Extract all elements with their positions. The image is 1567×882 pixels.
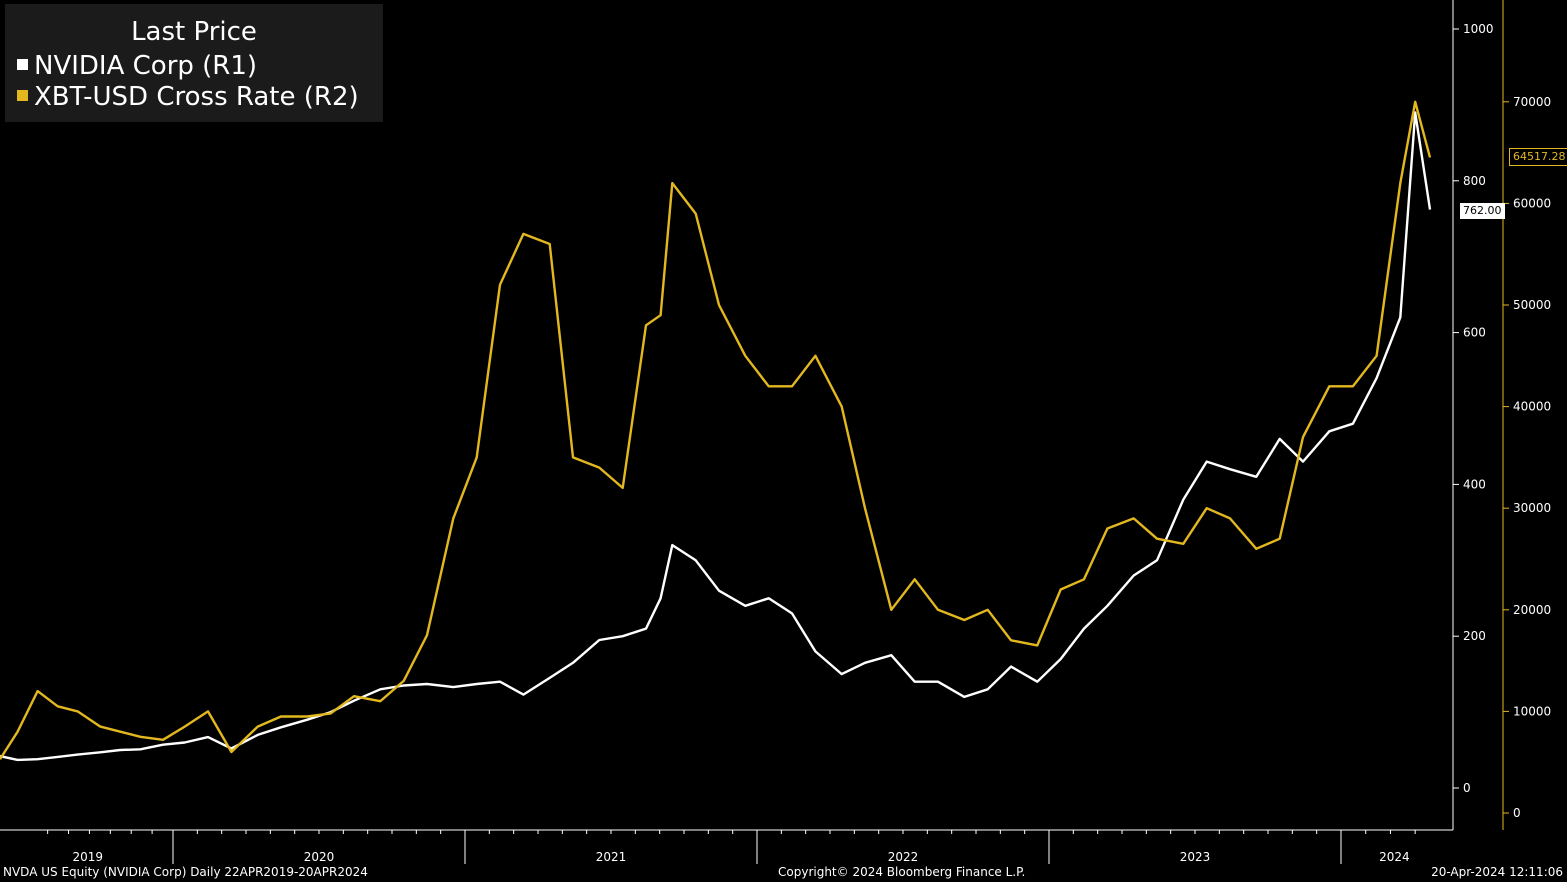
r2-tick-label: 70000 [1513, 95, 1551, 109]
nvda-series-line [0, 111, 1432, 762]
white-square-icon [17, 59, 28, 70]
legend-item-xbt: XBT-USD Cross Rate (R2) [17, 82, 359, 112]
x-axis: 2019 2020 2021 2022 2023 2024 [0, 829, 1453, 864]
legend-item-nvidia: NVIDIA Corp (R1) [17, 51, 257, 81]
footer-security: NVDA US Equity (NVIDIA Corp) Daily 22APR… [3, 865, 368, 879]
legend-label-nvidia: NVIDIA Corp (R1) [34, 51, 258, 81]
x-tick-label: 2020 [304, 850, 335, 864]
r1-tick-label: 1000 [1463, 22, 1494, 36]
footer-timestamp: 20-Apr-2024 12:11:06 [1431, 865, 1563, 879]
legend-label-xbt: XBT-USD Cross Rate (R2) [34, 82, 359, 112]
xbt-last-value-tag: 64517.28 [1509, 148, 1567, 166]
r1-tick-label: 800 [1463, 174, 1486, 188]
r2-tick-label: 50000 [1513, 298, 1551, 312]
r1-tick-label: 400 [1463, 477, 1486, 491]
gold-square-icon [17, 90, 28, 101]
r2-tick-label: 0 [1513, 806, 1521, 820]
r1-axis: 0 200 400 600 800 1000 [1452, 0, 1494, 830]
r1-tick-label: 0 [1463, 781, 1471, 795]
x-tick-label: 2022 [888, 850, 919, 864]
x-tick-label: 2024 [1379, 850, 1410, 864]
r1-tick-label: 600 [1463, 326, 1486, 340]
r2-axis: 0 10000 20000 30000 40000 50000 60000 70000 [1502, 0, 1551, 830]
plot-area [0, 100, 1432, 762]
nvda-last-value-tag: 762.00 [1460, 203, 1505, 219]
x-tick-label: 2019 [72, 850, 103, 864]
r2-tick-label: 10000 [1513, 704, 1551, 718]
xbt-series-line [0, 100, 1432, 760]
x-tick-label: 2023 [1180, 850, 1211, 864]
legend-title: Last Price [131, 17, 257, 47]
r2-tick-label: 60000 [1513, 196, 1551, 210]
legend: Last Price NVIDIA Corp (R1) XBT-USD Cros… [5, 4, 383, 122]
r2-tick-label: 40000 [1513, 400, 1551, 414]
r2-tick-label: 30000 [1513, 501, 1551, 515]
x-tick-label: 2021 [596, 850, 627, 864]
r1-tick-label: 200 [1463, 629, 1486, 643]
r2-tick-label: 20000 [1513, 603, 1551, 617]
footer-copyright: Copyright© 2024 Bloomberg Finance L.P. [778, 865, 1026, 879]
